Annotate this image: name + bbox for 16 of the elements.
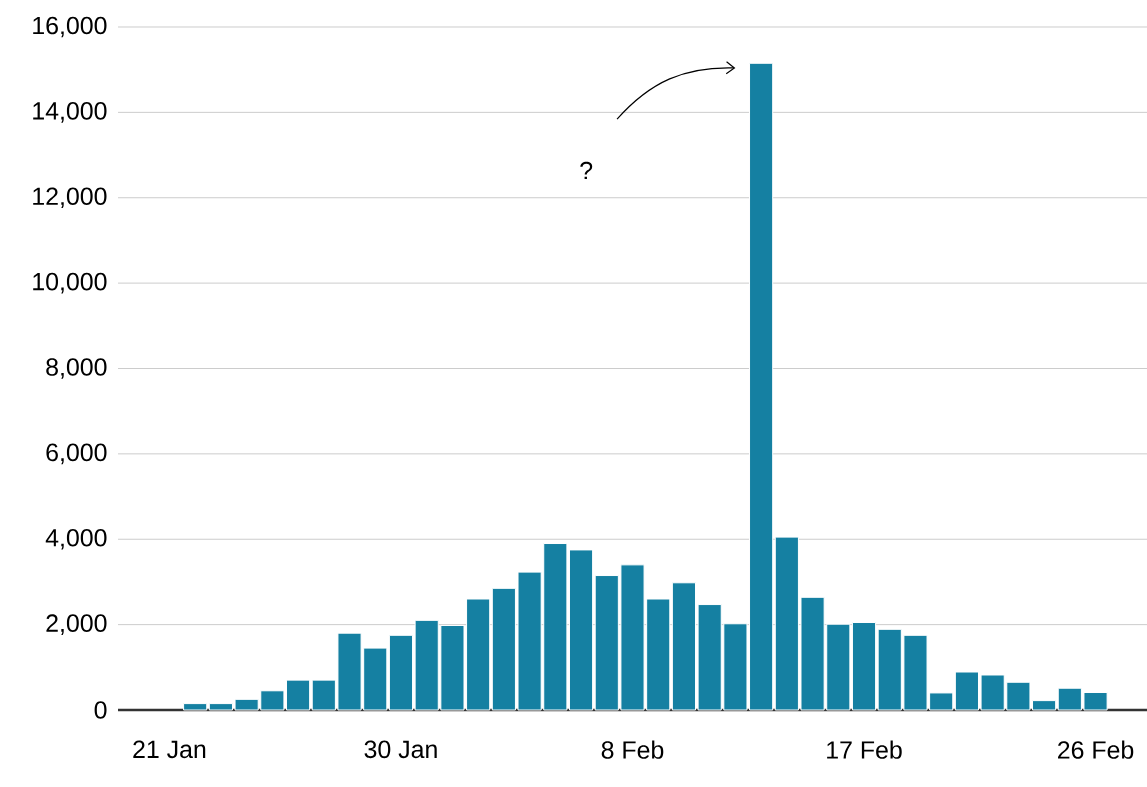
y-tick-label: 0 [94,701,107,719]
x-tick-label: 17 Feb [827,740,902,759]
y-tick-label: 14,000 [33,102,107,123]
y-tick-label: 12,000 [33,187,107,209]
y-tick-label: 4,000 [45,528,107,550]
y-tick-label: 16,000 [33,16,107,38]
y-tick-label: 8,000 [46,358,107,379]
annotation: ? [580,161,593,180]
bar [183,703,208,711]
x-tick-label: 21 Jan [133,740,206,759]
y-tick-label: 2,000 [46,614,107,635]
y-tick-label: 6,000 [46,443,107,465]
y-tick-label: 10,000 [33,272,107,294]
x-tick-label: 26 Feb [1058,740,1134,759]
x-tick-label: 30 Jan [364,740,437,759]
x-tick-label: 8 Feb [601,740,664,759]
